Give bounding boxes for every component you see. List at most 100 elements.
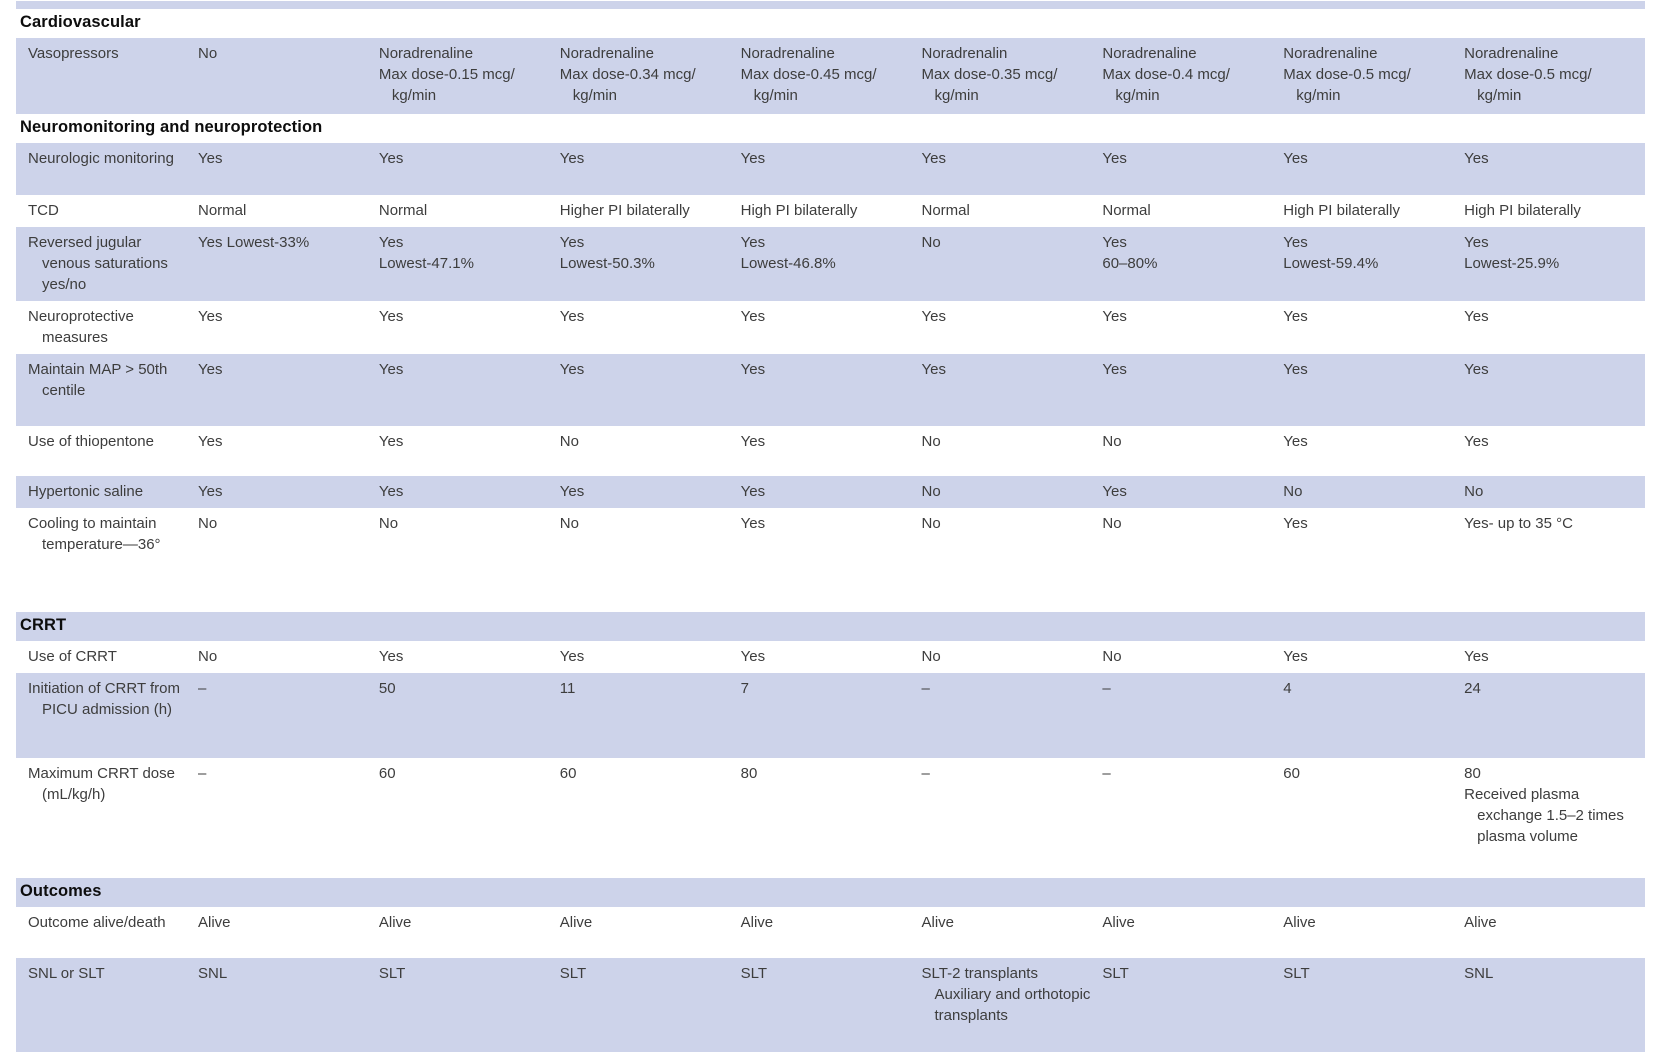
cell-patient-6: Yes 60–80% [1102, 232, 1283, 295]
cell-text: Yes [559, 361, 585, 378]
table-row: Cooling to maintain temperature—36° No No N… [16, 508, 1645, 612]
cell-patient-8: Yes [1464, 646, 1645, 667]
cell-patient-3: Noradrenaline Max dose-0.34 mcg/ kg/min [560, 43, 741, 108]
cell-text: Yes [1283, 234, 1308, 251]
cell-patient-5: No [922, 232, 1103, 295]
cell-text: 60 [559, 765, 577, 782]
cell-patient-1: Yes [198, 306, 379, 348]
cell-patient-5: Yes [922, 359, 1103, 420]
cell-patient-8: Yes Lowest-25.9% [1464, 232, 1645, 295]
section-header-label: Neuromonitoring and neuroprotection [20, 118, 323, 136]
cell-text: Noradrenalin [921, 45, 1008, 62]
cell-patient-2: 50 [379, 678, 560, 752]
cell-patient-7: Alive [1283, 912, 1464, 952]
table-row: TCD Normal Normal Higher PI bilaterally High… [16, 195, 1645, 227]
cell-text: Yes Lowest-33% [198, 234, 310, 251]
cell-patient-3: No [560, 431, 741, 470]
cell-patient-5: Yes [922, 306, 1103, 348]
row-label: Maximum CRRT dose (mL/kg/h) [28, 763, 198, 872]
cell-text: Yes [1464, 308, 1489, 325]
cell-text: Lowest-46.8% [740, 255, 836, 272]
cell-text: Yes [1283, 150, 1308, 167]
cell-text: Alive [559, 914, 593, 931]
cell-patient-4: SLT [741, 963, 922, 1052]
cell-patient-8: 24 [1464, 678, 1645, 752]
cell-patient-3: Yes [560, 306, 741, 348]
table-row: Neurologic monitoring Yes Yes Yes Yes Yes Yes Y… [16, 143, 1645, 195]
cell-text: Yes [559, 234, 585, 251]
cell-text: – [198, 680, 207, 697]
cell-patient-5: Normal [922, 200, 1103, 221]
cell-patient-6: – [1102, 763, 1283, 872]
cell-text: Yes [1102, 361, 1127, 378]
cell-text: No [198, 648, 218, 665]
row-label: Maintain MAP > 50th centile [28, 359, 198, 420]
table-body: Cardiovascular Vasopressors No Noradrenalin… [0, 9, 1645, 1052]
cell-text: SNL [198, 965, 228, 982]
row-label: Neuroprotective measures [28, 306, 198, 348]
cell-text: Yes [559, 648, 585, 665]
cell-text: High PI bilaterally [740, 202, 858, 219]
cell-text: Yes [1102, 483, 1127, 500]
cell-text: Lowest-25.9% [1464, 255, 1560, 272]
table-row: Neuroprotective measures Yes Yes Yes Yes Yes Y… [16, 301, 1645, 354]
cell-text: Yes [740, 515, 766, 532]
cell-patient-8: 80 Received plasma exchange 1.5–2 times p… [1464, 763, 1645, 872]
cell-patient-7: Yes [1283, 431, 1464, 470]
table-row: Outcome alive/death Alive Alive Alive Alive A… [16, 907, 1645, 958]
row-label: Cooling to maintain temperature—36° [28, 513, 198, 606]
cell-text: SLT [559, 965, 587, 982]
cell-patient-8: High PI bilaterally [1464, 200, 1645, 221]
section-header-crrt: CRRT [16, 612, 1645, 641]
row-label: Outcome alive/death [28, 912, 198, 952]
cell-text: Yes [1464, 648, 1489, 665]
cell-patient-8: Yes- up to 35 °C [1464, 513, 1645, 606]
cell-patient-1: SNL [198, 963, 379, 1052]
cell-patient-1: Yes [198, 481, 379, 502]
cell-patient-3: Yes [560, 148, 741, 189]
cell-patient-5: No [922, 646, 1103, 667]
cell-text: Max dose-0.5 mcg/ kg/min [1283, 66, 1411, 104]
cell-text: – [1102, 765, 1111, 782]
row-label-text: Cooling to maintain temperature—36° [28, 515, 161, 553]
cell-text: SLT [378, 965, 406, 982]
row-label-text: TCD [28, 202, 59, 219]
cell-patient-7: Noradrenaline Max dose-0.5 mcg/ kg/min [1283, 43, 1464, 108]
cell-patient-1: Yes Lowest-33% [198, 232, 379, 295]
cell-text: Alive [378, 914, 412, 931]
cell-patient-7: Yes [1283, 148, 1464, 189]
cell-patient-4: Yes [741, 306, 922, 348]
row-label: Reversed jugular venous saturations yes/… [28, 232, 198, 295]
cell-patient-6: Yes [1102, 359, 1283, 420]
cell-text: Yes [740, 483, 766, 500]
cell-text: SLT [1283, 965, 1310, 982]
cell-patient-5: Yes [922, 148, 1103, 189]
cell-text: Yes [378, 433, 404, 450]
cell-text: Noradrenaline [740, 45, 835, 62]
table-top-rule [16, 1, 1645, 9]
cell-patient-4: Yes [741, 431, 922, 470]
cell-text: No [921, 483, 941, 500]
cell-text: – [921, 680, 930, 697]
table-row: Initiation of CRRT from PICU admission (… [16, 673, 1645, 758]
cell-patient-6: SLT [1102, 963, 1283, 1052]
table-row: Hypertonic saline Yes Yes Yes Yes No Yes No No [16, 476, 1645, 508]
row-label-text: Neurologic monitoring [28, 150, 174, 167]
cell-patient-2: Yes [379, 306, 560, 348]
cell-text: Higher PI bilaterally [559, 202, 690, 219]
table-row: Maximum CRRT dose (mL/kg/h) – 60 60 80 – – 60 80… [16, 758, 1645, 878]
cell-text: Yes [198, 361, 223, 378]
cell-patient-1: – [198, 678, 379, 752]
cell-text: Yes [198, 483, 223, 500]
cell-text: Yes [198, 433, 223, 450]
cell-patient-3: Higher PI bilaterally [560, 200, 741, 221]
cell-patient-3: Yes [560, 359, 741, 420]
cell-patient-4: Yes [741, 148, 922, 189]
row-label: Use of CRRT [28, 646, 198, 667]
cell-patient-7: Yes [1283, 513, 1464, 606]
cell-patient-3: Yes [560, 646, 741, 667]
cell-text: Yes [740, 150, 766, 167]
cell-patient-3: Yes [560, 481, 741, 502]
